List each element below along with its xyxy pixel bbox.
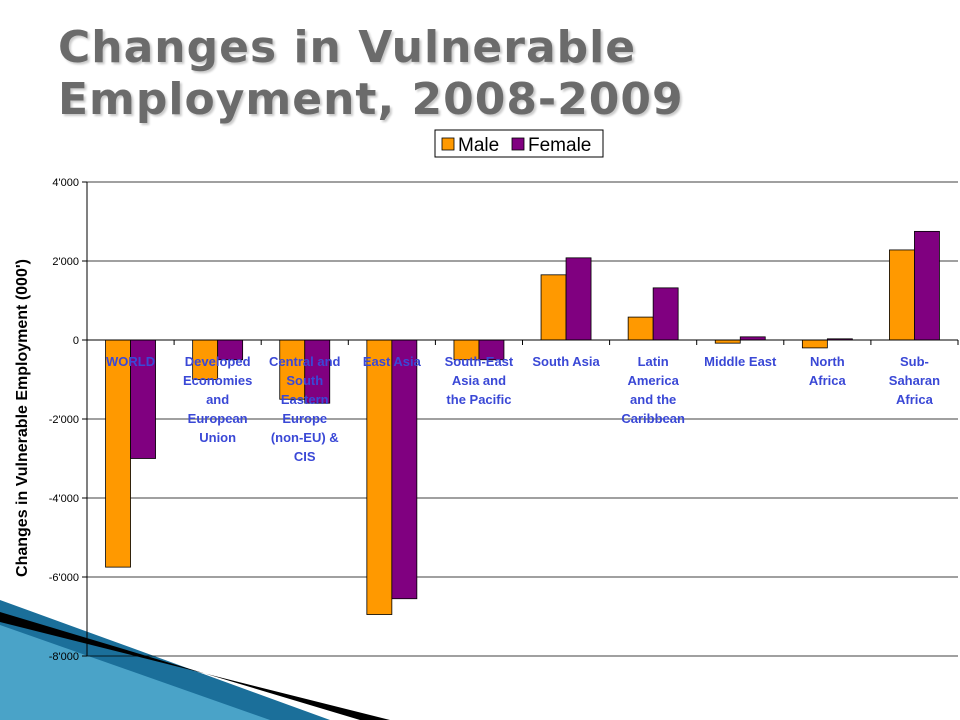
category-label: Central and South Eastern Europe (non-EU) & C… [269,354,341,464]
y-tick-label: -6'000 [49,572,79,584]
category-label: Developed Economies and European Union [183,354,252,445]
bar-male [540,274,567,341]
corner-decoration [0,600,390,720]
category-label: North Africa [809,354,847,388]
bar-male [801,339,828,349]
legend-swatch-male [441,137,455,151]
y-tick-label: 2'000 [52,256,79,268]
y-axis-label: Changes in Vulnerable Employment (000') [14,259,31,577]
slide-title: Changes in Vulnerable Employment, 2008-2… [58,22,684,125]
category-label: WORLD [106,354,155,369]
gridlines [87,181,958,657]
bar-female [914,230,940,341]
y-tick-label: -4'000 [49,493,79,505]
category-label: Sub-Saharan Africa [889,354,940,407]
bar-male [192,339,219,380]
legend-label-female: Female [528,135,591,156]
y-tick-label: 0 [73,335,79,347]
category-label: South Asia [532,354,600,369]
bar-male [627,316,654,341]
category-labels: WORLD Developed Economies and European UnionC… [106,354,940,464]
y-tick-label: 4'000 [52,177,79,189]
legend-swatch-female [511,137,525,151]
bar-female [565,257,592,341]
corner-shape-light [0,625,270,720]
bar-female [391,339,418,600]
category-label: Latin America and the Caribbean [621,354,685,426]
bar-male [105,339,131,568]
category-label: Middle East [704,354,777,369]
bar-male [279,339,306,400]
bar-male [366,339,393,615]
axes: 4'000 2'000 0 -2'000 -4'000 -6'000 -8'000 [49,177,959,663]
bar-male [889,249,915,341]
bar-female [652,287,679,341]
category-label: South-East Asia and the Pacific [445,354,514,407]
category-label: East Asia [363,354,422,369]
y-tick-label: -8'000 [49,651,79,663]
legend-label-male: Male [458,135,499,156]
y-tick-label: -2'000 [49,414,79,426]
legend: Male Female [434,129,604,158]
